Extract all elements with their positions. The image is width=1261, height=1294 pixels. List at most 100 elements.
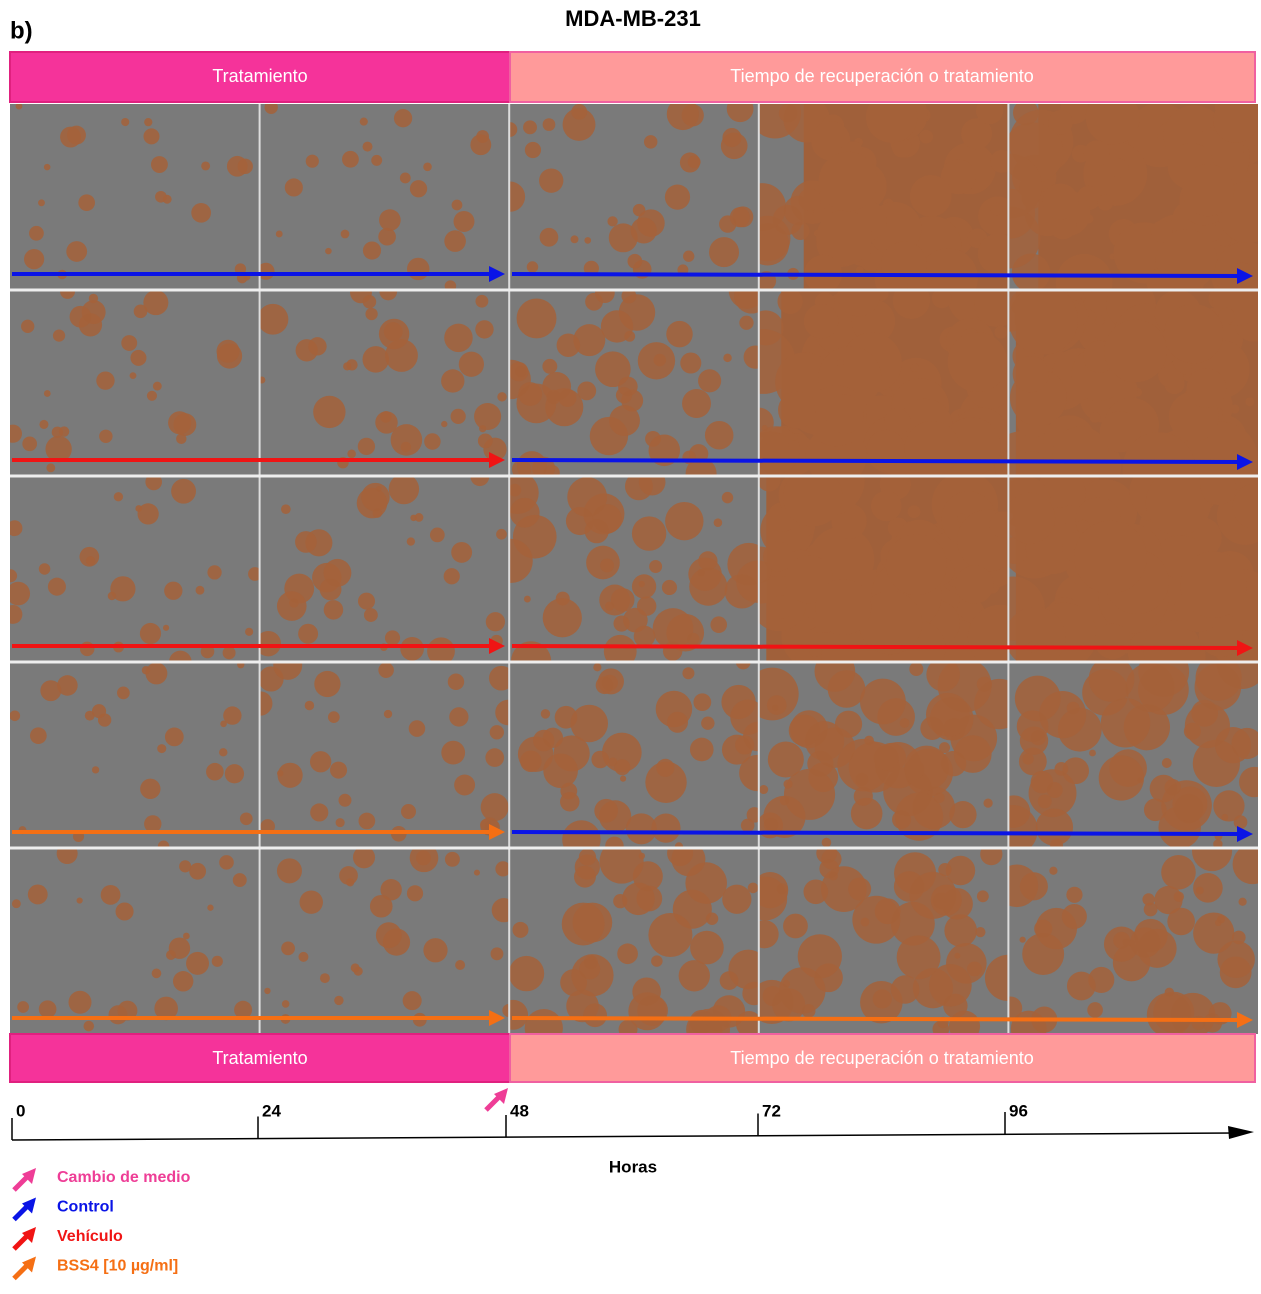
cell-cluster (323, 600, 344, 620)
cell-cluster (375, 411, 398, 434)
cell-cluster (330, 761, 348, 779)
cell-cluster (761, 424, 768, 431)
cell-cluster (143, 128, 160, 145)
cell-cluster (480, 793, 509, 822)
cell-cluster (1094, 315, 1105, 326)
cell-cluster (444, 230, 466, 252)
cell-cluster (424, 433, 441, 450)
cell-cluster (621, 290, 637, 304)
cell-cluster (622, 882, 655, 916)
cell-cluster (860, 678, 906, 725)
legend: Cambio de medio Control Vehículo BSS4 [10 µ… (12, 1168, 191, 1281)
cell-cluster (1192, 848, 1233, 872)
cell-cluster (944, 914, 977, 947)
cell-cluster (689, 567, 728, 606)
cell-cluster (259, 376, 266, 384)
cell-cluster (1143, 798, 1167, 822)
cell-cluster (206, 762, 224, 781)
cell-cluster (79, 641, 95, 657)
cell-cluster (57, 675, 78, 696)
cell-cluster (281, 1000, 290, 1008)
condition-arrowhead (1237, 826, 1253, 842)
cell-cluster (273, 662, 303, 680)
legend-label: Control (57, 1199, 114, 1216)
cell-cluster (1034, 919, 1053, 938)
cell-cluster (201, 161, 211, 171)
cell-cluster (140, 778, 161, 800)
cell-cluster (189, 862, 207, 880)
micrograph-bg (10, 104, 260, 290)
cell-cluster (704, 420, 734, 450)
cell-cluster (29, 225, 44, 241)
micrograph-bg (259, 662, 510, 848)
cell-cluster (610, 588, 635, 612)
cell-cluster (638, 476, 666, 496)
cell-cluster (1213, 790, 1245, 822)
cell-cluster (1008, 492, 1056, 544)
cell-cluster (298, 951, 309, 962)
cell-cluster (693, 693, 712, 712)
cell-cluster (191, 202, 211, 223)
cell-cluster (975, 927, 986, 938)
cell-cluster (661, 579, 678, 596)
cell-cluster (47, 577, 66, 596)
cell-cluster (169, 650, 192, 662)
cell-cluster (926, 662, 960, 692)
cell-cluster (1099, 411, 1141, 453)
cell-cluster (983, 798, 993, 808)
cell-cluster (825, 394, 864, 434)
cell-cluster (1094, 623, 1131, 660)
cell-cluster (237, 158, 253, 175)
cell-cluster (313, 395, 346, 429)
micrograph (758, 104, 1009, 290)
cell-cluster (195, 585, 205, 595)
cell-cluster (281, 941, 295, 956)
cell-cluster (614, 759, 631, 776)
cell-cluster (458, 351, 485, 377)
micrograph-bg (259, 290, 510, 476)
cell-cluster (146, 390, 158, 401)
cell-cluster (895, 792, 944, 841)
cell-cluster (276, 858, 302, 884)
cell-cluster (378, 662, 394, 678)
cell-cluster (798, 188, 821, 212)
cell-cluster (10, 604, 23, 624)
condition-arrow (511, 458, 1242, 464)
cell-cluster (234, 263, 247, 275)
cell-cluster (76, 897, 83, 904)
cell-cluster (145, 476, 162, 491)
condition-arrow (511, 272, 1242, 278)
cell-cluster (509, 122, 518, 137)
cell-cluster (890, 975, 920, 1004)
cell-cluster (1180, 551, 1247, 618)
cell-cluster (22, 436, 38, 452)
cell-cluster (759, 785, 769, 795)
cell-cluster (30, 727, 47, 745)
cell-cluster (509, 999, 529, 1030)
cell-cluster (10, 520, 23, 537)
cell-cluster (379, 290, 398, 301)
cell-cluster (1149, 774, 1178, 803)
cell-cluster (137, 503, 159, 525)
cell-cluster (91, 766, 100, 774)
cell-cluster (539, 168, 564, 193)
cell-cluster (168, 411, 192, 435)
cell-cluster (84, 710, 95, 721)
cell-cluster (1218, 307, 1235, 324)
cell-cluster (145, 662, 168, 685)
cell-cluster (441, 420, 448, 428)
cell-cluster (346, 878, 355, 887)
cell-cluster (1145, 476, 1212, 536)
cell-cluster (52, 329, 66, 342)
cell-cluster (107, 591, 117, 601)
cell-cluster (280, 504, 291, 515)
cell-cluster (207, 565, 222, 580)
cell-cluster (892, 290, 931, 320)
micrograph (758, 662, 1009, 848)
cell-cluster (648, 912, 693, 958)
cell-cluster (496, 528, 507, 540)
cell-cluster (1138, 662, 1190, 697)
cell-cluster (561, 902, 605, 946)
cell-cluster (406, 885, 424, 902)
legend-arrowhead (22, 1197, 36, 1214)
